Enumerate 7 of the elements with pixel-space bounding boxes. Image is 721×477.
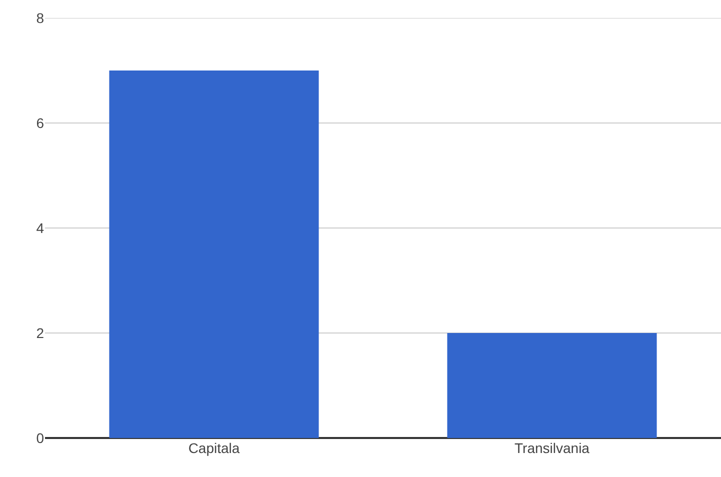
y-tick-label: 6 <box>36 114 44 131</box>
y-tick-label: 2 <box>36 324 44 341</box>
y-tick-label: 0 <box>36 430 44 446</box>
y-tick-label: 8 <box>36 10 44 26</box>
y-tick-label: 4 <box>36 220 44 236</box>
x-tick-label: Capitala <box>188 440 240 456</box>
x-tick-label: Transilvania <box>514 440 590 456</box>
